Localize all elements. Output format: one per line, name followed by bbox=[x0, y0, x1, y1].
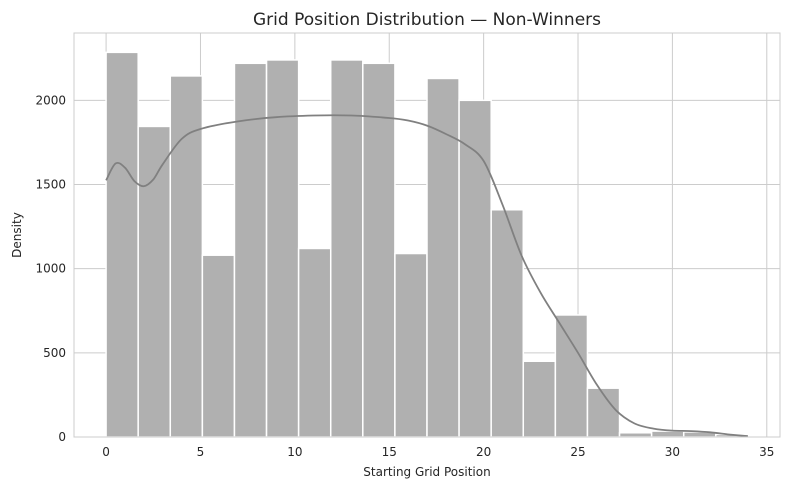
histogram-bar bbox=[265, 59, 300, 438]
x-axis-label: Starting Grid Position bbox=[363, 465, 490, 479]
y-tick-label: 1000 bbox=[35, 262, 66, 276]
x-tick-label: 15 bbox=[382, 445, 397, 459]
histogram-bar bbox=[137, 125, 172, 438]
y-tick-label: 1500 bbox=[35, 178, 66, 192]
y-tick-label: 0 bbox=[58, 430, 66, 444]
x-tick-label: 20 bbox=[476, 445, 491, 459]
y-axis-label: Density bbox=[10, 212, 24, 258]
histogram-bar bbox=[362, 62, 396, 438]
y-tick-label: 500 bbox=[43, 346, 66, 360]
x-tick-label: 25 bbox=[570, 445, 585, 459]
histogram-bar bbox=[554, 314, 589, 438]
histogram-bar bbox=[618, 432, 653, 438]
histogram-bar bbox=[586, 387, 621, 438]
histogram-bar bbox=[394, 252, 428, 438]
x-tick-label: 35 bbox=[759, 445, 774, 459]
x-tick-label: 30 bbox=[665, 445, 680, 459]
x-tick-label: 0 bbox=[102, 445, 110, 459]
x-tick-labels: 0 5 10 15 20 25 30 35 bbox=[102, 445, 774, 459]
chart-title: Grid Position Distribution — Non-Winners bbox=[253, 10, 601, 30]
x-tick-label: 5 bbox=[197, 445, 205, 459]
kde-curve bbox=[105, 114, 748, 438]
histogram-bar bbox=[297, 247, 332, 438]
histogram-bar bbox=[522, 360, 557, 438]
histogram-bar bbox=[650, 430, 685, 438]
y-tick-labels: 0 500 1000 1500 2000 bbox=[35, 93, 66, 444]
plot-frame bbox=[73, 32, 781, 438]
histogram-bars bbox=[105, 51, 749, 438]
histogram-bar bbox=[105, 51, 139, 438]
histogram-bar bbox=[490, 209, 525, 438]
y-tick-label: 2000 bbox=[35, 93, 66, 107]
x-tick-label: 10 bbox=[287, 445, 302, 459]
histogram-bar bbox=[201, 254, 236, 438]
